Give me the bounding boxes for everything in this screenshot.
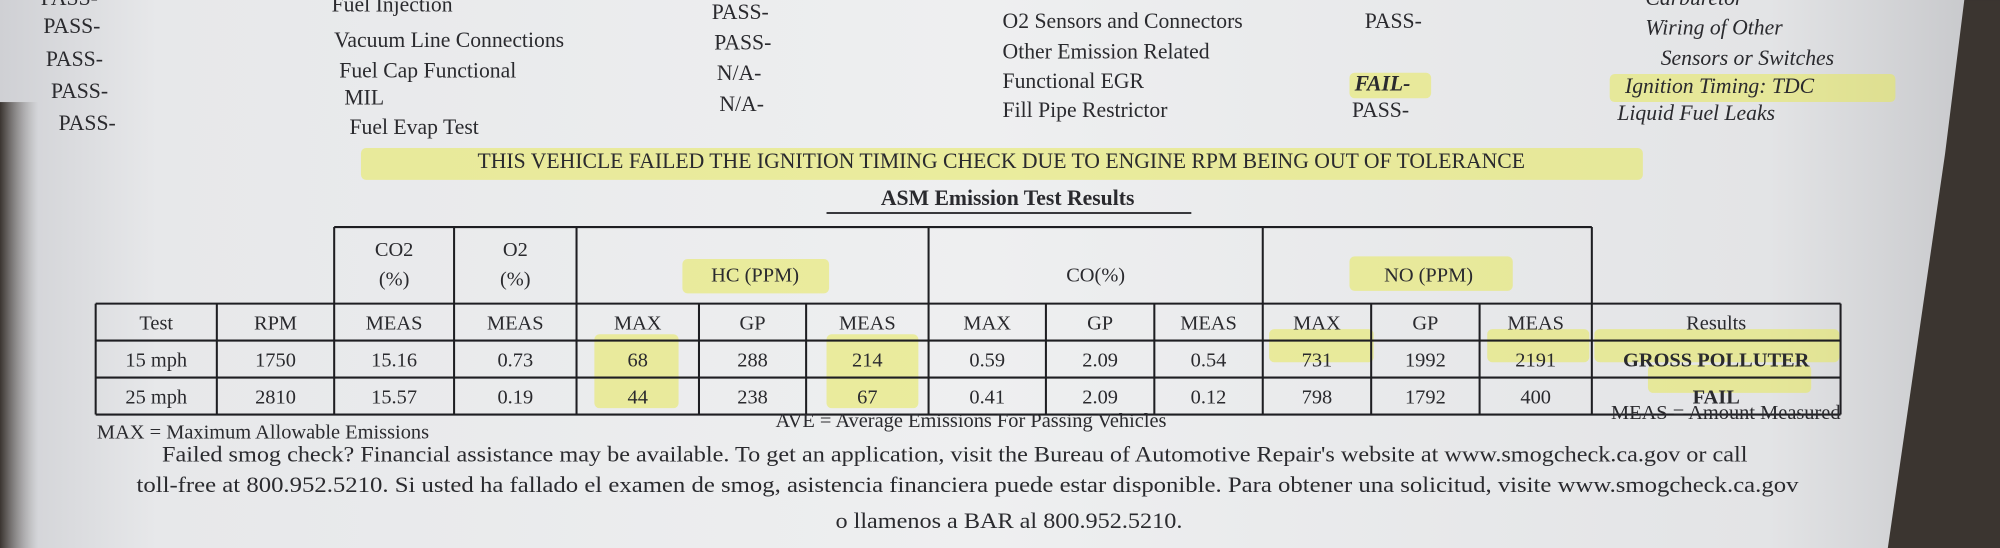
footer-line: Failed smog check? Financial assistance … [162, 443, 1747, 467]
table-cell: 15.57 [371, 386, 417, 408]
highlight [682, 258, 830, 294]
page-shadow [0, 102, 39, 548]
table-cell: 0.54 [1191, 349, 1227, 371]
column-header: MEAS [487, 312, 544, 334]
table-cell: 288 [737, 349, 768, 371]
table-cell: 0.41 [969, 386, 1005, 408]
table-cell: 2810 [255, 386, 296, 408]
table-cell: 0.19 [497, 386, 533, 408]
column-header: RPM [254, 312, 297, 334]
group-header: NO (PPM) [1384, 264, 1473, 286]
checklist-item: PASS- [1352, 98, 1409, 122]
content: PASS- PASS- PASS- PASS- PASS- Fuel Injection V… [41, 0, 1842, 533]
checklist-item: N/A- [717, 61, 762, 85]
notice: THIS VEHICLE FAILED THE IGNITION TIMING … [478, 149, 1525, 173]
column-header: MAX [614, 312, 662, 334]
checklist-item: Vacuum Line Connections [334, 28, 564, 52]
column-header: Test [139, 312, 173, 334]
table-cell: 1992 [1405, 349, 1446, 371]
table-cell: 400 [1520, 386, 1551, 408]
highlights [360, 72, 1896, 409]
group-header: (%) [500, 268, 531, 290]
checklist-item: FAIL- [1354, 71, 1411, 95]
table-cell: 25 mph [125, 386, 187, 408]
column-header: Results [1686, 312, 1746, 334]
table-cell: 1792 [1405, 386, 1446, 408]
checklist-item: Fill Pipe Restrictor [1003, 98, 1169, 122]
result-cell: GROSS POLLUTER [1623, 349, 1810, 371]
column-header: GP [740, 312, 766, 334]
checklist-item: MIL [344, 85, 384, 109]
highlight [1349, 256, 1513, 291]
checklist-item: PASS- [46, 47, 103, 71]
checklist-item: PASS- [41, 0, 98, 10]
table-cell: 68 [628, 349, 648, 371]
checklist-item: PASS- [51, 79, 108, 103]
legend: AVE = Average Emissions For Passing Vehi… [776, 410, 1167, 432]
table-cell: 731 [1302, 349, 1333, 371]
column-header: MAX [1293, 312, 1341, 334]
footer-line: o llamenos a BAR al 800.952.5210. [835, 509, 1182, 533]
table-cell: 0.73 [497, 349, 533, 371]
checklist-item: Wiring of Other [1645, 15, 1783, 39]
table-cell: 15.16 [371, 349, 417, 371]
checklist-item: PASS- [714, 31, 771, 55]
result-cell: FAIL [1693, 386, 1740, 408]
highlight [360, 147, 1643, 180]
checklist-item: Sensors or Switches [1661, 46, 1834, 70]
column-header: GP [1412, 312, 1438, 334]
table-title: ASM Emission Test Results [881, 186, 1134, 210]
table-cell: 2191 [1515, 349, 1556, 371]
checklist-item: Carburetor [1645, 0, 1744, 10]
checklist-item: N/A- [719, 92, 764, 116]
checklist-item: Fuel Cap Functional [339, 59, 516, 83]
footer-line: toll-free at 800.952.5210. Si usted ha f… [136, 473, 1798, 497]
checklist-item: Fuel Injection [332, 0, 453, 16]
column-header: MAX [963, 312, 1011, 334]
highlight [1349, 72, 1432, 99]
checklist-item: PASS- [712, 0, 769, 24]
highlight [826, 334, 919, 409]
column-header: GP [1087, 312, 1113, 334]
table-cell: 0.59 [969, 349, 1005, 371]
group-header: (%) [379, 268, 410, 290]
table-cell: 798 [1302, 386, 1333, 408]
column-header: MEAS [839, 312, 896, 334]
table-cell: 2.09 [1082, 349, 1118, 371]
highlight [1487, 329, 1590, 363]
checklist-item: Ignition Timing: TDC [1624, 74, 1815, 98]
highlight [1647, 364, 1812, 393]
table-cell: 238 [737, 386, 768, 408]
table-cell: 2.09 [1082, 386, 1118, 408]
highlight [1609, 73, 1896, 103]
checklist-item: Functional EGR [1003, 69, 1145, 93]
group-header: HC (PPM) [711, 264, 799, 286]
checklist-item: PASS- [59, 111, 116, 135]
table-cell: 0.12 [1191, 386, 1227, 408]
legend: MEAS = Amount Measured [1611, 402, 1841, 424]
checklist-item: Liquid Fuel Leaks [1616, 101, 1775, 125]
group-header: CO2 [375, 239, 414, 261]
group-header: O2 [503, 239, 528, 261]
column-header: MEAS [1180, 312, 1237, 334]
checklist-item: Fuel Evap Test [349, 115, 478, 139]
legend: MAX = Maximum Allowable Emissions [97, 421, 429, 443]
checklist-item: PASS- [1365, 9, 1422, 33]
table-cell: 44 [628, 386, 648, 408]
column-header: MEAS [366, 312, 423, 334]
table-cell: 67 [857, 386, 877, 408]
table-cell: 15 mph [125, 349, 187, 371]
highlight [594, 334, 679, 409]
highlight [1594, 329, 1840, 363]
checklist-item: O2 Sensors and Connectors [1003, 9, 1243, 33]
checklist-item: PASS- [43, 14, 100, 38]
highlight [1269, 329, 1374, 363]
table-cell: 1750 [255, 349, 296, 371]
column-header: MEAS [1507, 312, 1564, 334]
checklist-item: Other Emission Related [1003, 40, 1210, 64]
table-cell: 214 [852, 349, 883, 371]
group-header: CO(%) [1066, 264, 1125, 286]
